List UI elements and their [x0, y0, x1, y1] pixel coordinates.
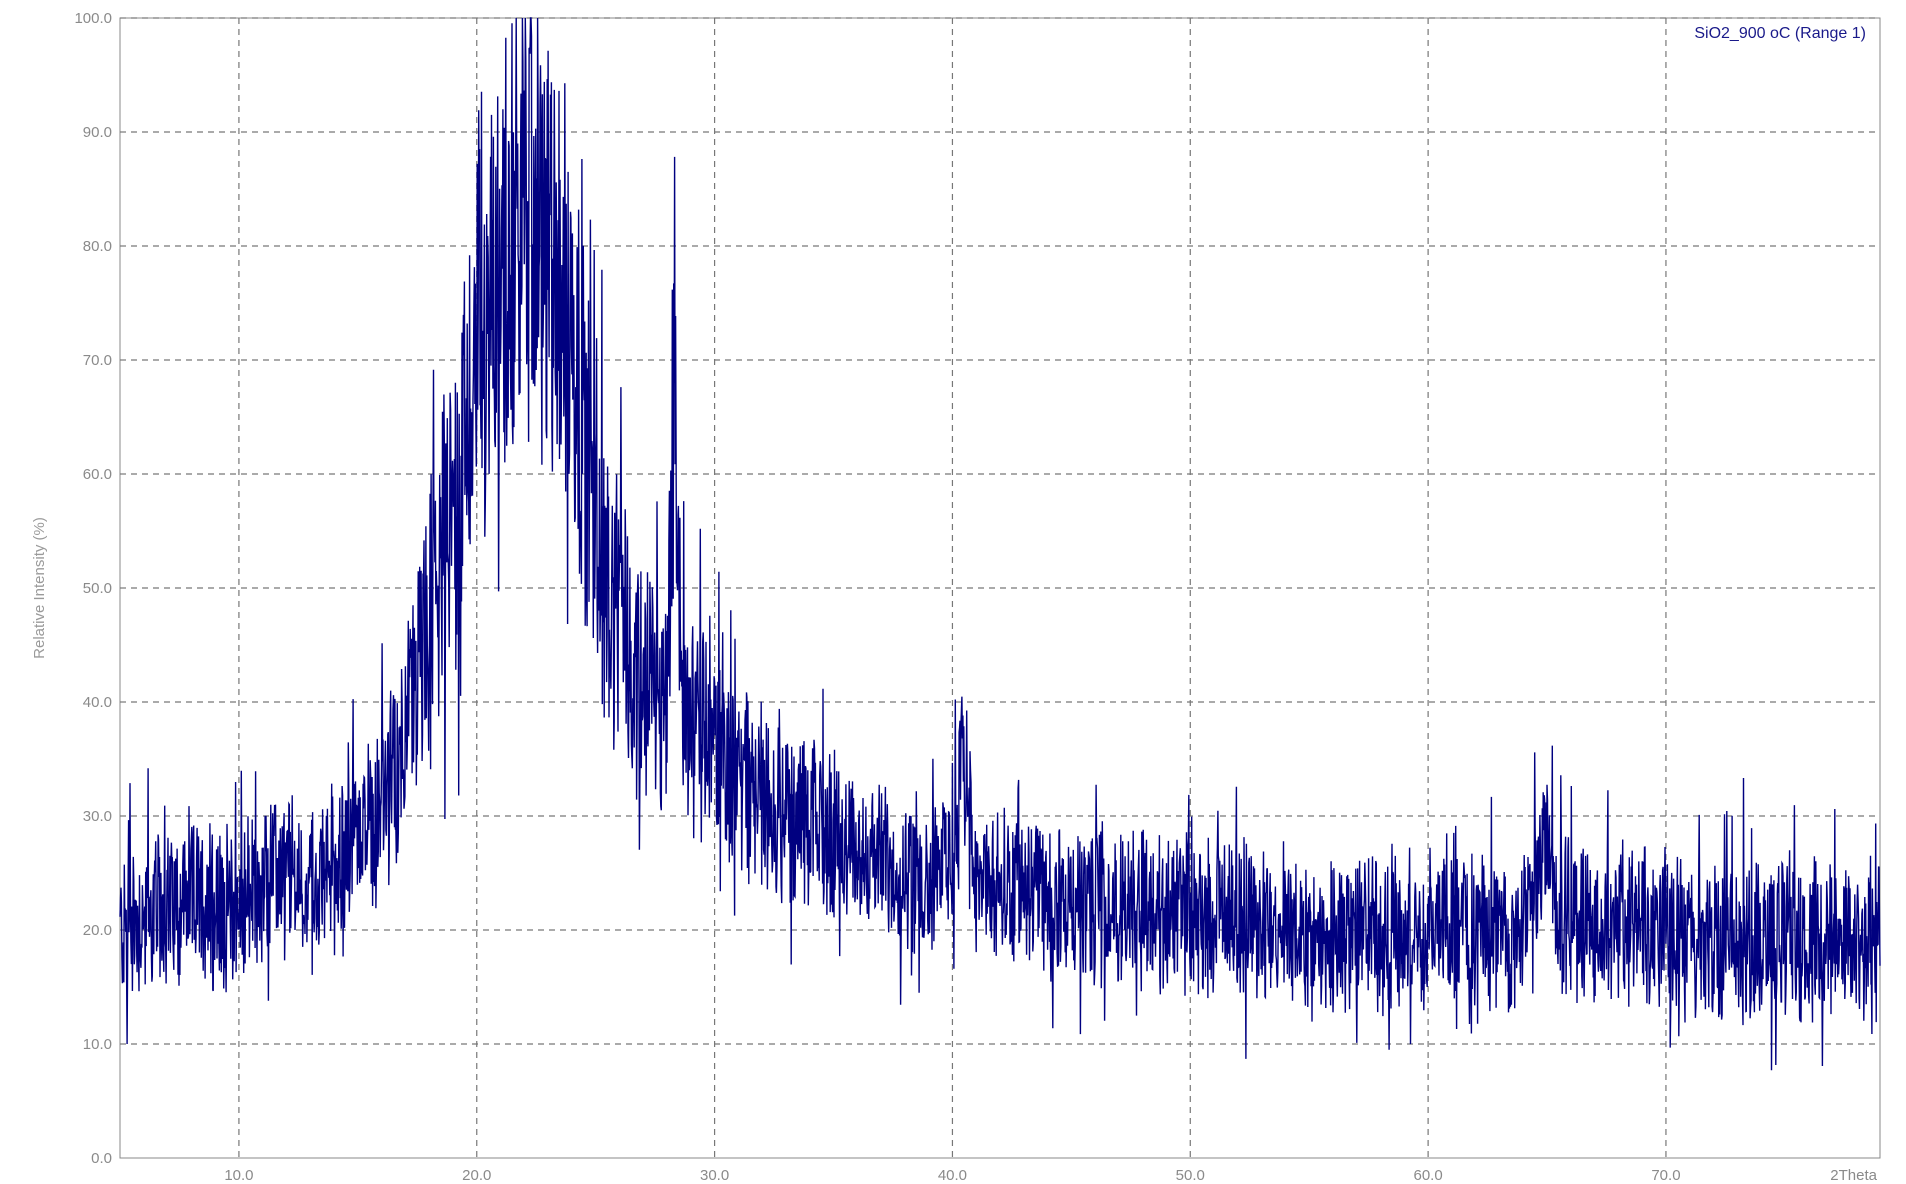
y-tick-label: 70.0	[83, 352, 112, 369]
y-tick-label: 40.0	[83, 694, 112, 711]
y-tick-label: 30.0	[83, 808, 112, 825]
x-tick-label: 50.0	[1176, 1167, 1205, 1184]
y-tick-label: 20.0	[83, 922, 112, 939]
x-tick-label: 10.0	[224, 1167, 253, 1184]
y-tick-label: 80.0	[83, 238, 112, 255]
y-tick-label: 10.0	[83, 1036, 112, 1053]
x-tick-label: 30.0	[700, 1167, 729, 1184]
x-tick-label: 60.0	[1414, 1167, 1443, 1184]
y-tick-labels: 0.0 10.0 20.0 30.0 40.0 50.0 60.0 70.0 80.0 90.0 1…	[74, 10, 112, 1167]
x-tick-label: 70.0	[1651, 1167, 1680, 1184]
x-axis-label: 2Theta	[1830, 1167, 1877, 1184]
y-tick-label: 100.0	[74, 10, 112, 27]
y-tick-label: 60.0	[83, 466, 112, 483]
y-tick-label: 0.0	[91, 1150, 112, 1167]
y-axis-label: Relative Intensity (%)	[31, 517, 48, 659]
x-tick-labels: 10.0 20.0 30.0 40.0 50.0 60.0 70.0	[224, 1167, 1680, 1184]
legend-series-name: SiO2_900 oC (Range 1)	[1694, 25, 1866, 42]
x-tick-label: 20.0	[462, 1167, 491, 1184]
y-tick-label: 90.0	[83, 124, 112, 141]
x-tick-label: 40.0	[938, 1167, 967, 1184]
y-tick-label: 50.0	[83, 580, 112, 597]
series-line	[119, 17, 1881, 1071]
